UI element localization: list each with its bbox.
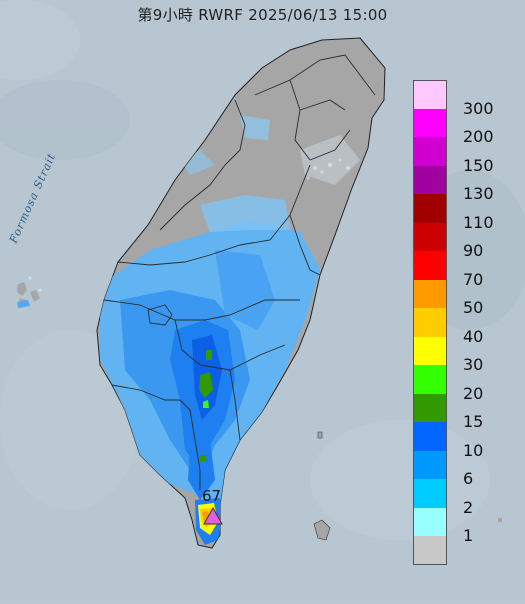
legend-swatch [413, 422, 447, 451]
legend-label: 90 [463, 241, 484, 260]
legend-label: 70 [463, 269, 484, 289]
legend-label: 30 [463, 355, 484, 374]
legend-swatch [413, 279, 447, 308]
page-title: 第9小時 RWRF 2025/06/13 15:00 [137, 6, 388, 24]
legend-swatch [413, 536, 447, 565]
legend-label: 200 [463, 127, 494, 146]
legend-row: 1 [413, 507, 511, 545]
legend-swatch [413, 80, 447, 109]
max-rainfall-label: 67 [202, 487, 222, 505]
legend-row: 30 [413, 336, 511, 374]
legend-label: 6 [463, 469, 474, 488]
legend-swatch [413, 165, 447, 194]
legend-swatch [413, 365, 447, 394]
legend-row: 20 [413, 365, 511, 403]
legend-row: 40 [413, 308, 511, 346]
legend-swatch [413, 450, 447, 479]
legend-row: 150 [413, 137, 511, 175]
legend-swatch [413, 507, 447, 536]
rainfall-overlay [100, 115, 360, 545]
legend-row: 15 [413, 393, 511, 431]
legend-row: 2 [413, 479, 511, 517]
legend-swatch [413, 393, 447, 422]
radar-noise [28, 158, 350, 292]
legend-label: 150 [463, 155, 494, 175]
legend-label: 10 [463, 440, 484, 460]
legend-row: 200 [413, 108, 511, 146]
legend-row: 300 [413, 80, 511, 118]
legend-row: 50 [413, 279, 511, 317]
legend-label: 130 [463, 184, 494, 203]
legend-swatch [413, 336, 447, 365]
small-island [498, 518, 502, 522]
orchid-island [313, 519, 331, 541]
green-island [317, 431, 323, 439]
legend-label: 50 [463, 298, 484, 317]
legend-swatch [413, 251, 447, 280]
legend-swatch [413, 108, 447, 137]
legend-row: 90 [413, 222, 511, 260]
rainfall-legend: 300 200 150 130 110 90 70 50 40 30 20 15 10 6 2 1 [413, 80, 511, 565]
legend-row: 110 [413, 194, 511, 232]
legend-label: 40 [463, 326, 484, 346]
legend-swatch [413, 222, 447, 251]
legend-swatch [413, 137, 447, 166]
legend-row: 10 [413, 422, 511, 460]
legend-swatch [413, 308, 447, 337]
triangle-icon [203, 507, 223, 525]
legend-label: 1 [463, 526, 474, 545]
legend-row: 6 [413, 450, 511, 488]
legend-label: 110 [463, 212, 494, 232]
legend-row [413, 536, 511, 565]
legend-row: 130 [413, 165, 511, 203]
legend-label: 2 [463, 497, 474, 517]
legend-swatch [413, 479, 447, 508]
county-borders [103, 54, 376, 490]
legend-swatch [413, 194, 447, 223]
penghu-islands [17, 282, 40, 308]
legend-label: 20 [463, 383, 484, 403]
legend-label: 300 [463, 98, 494, 118]
legend-row: 70 [413, 251, 511, 289]
legend-label: 15 [463, 412, 484, 431]
